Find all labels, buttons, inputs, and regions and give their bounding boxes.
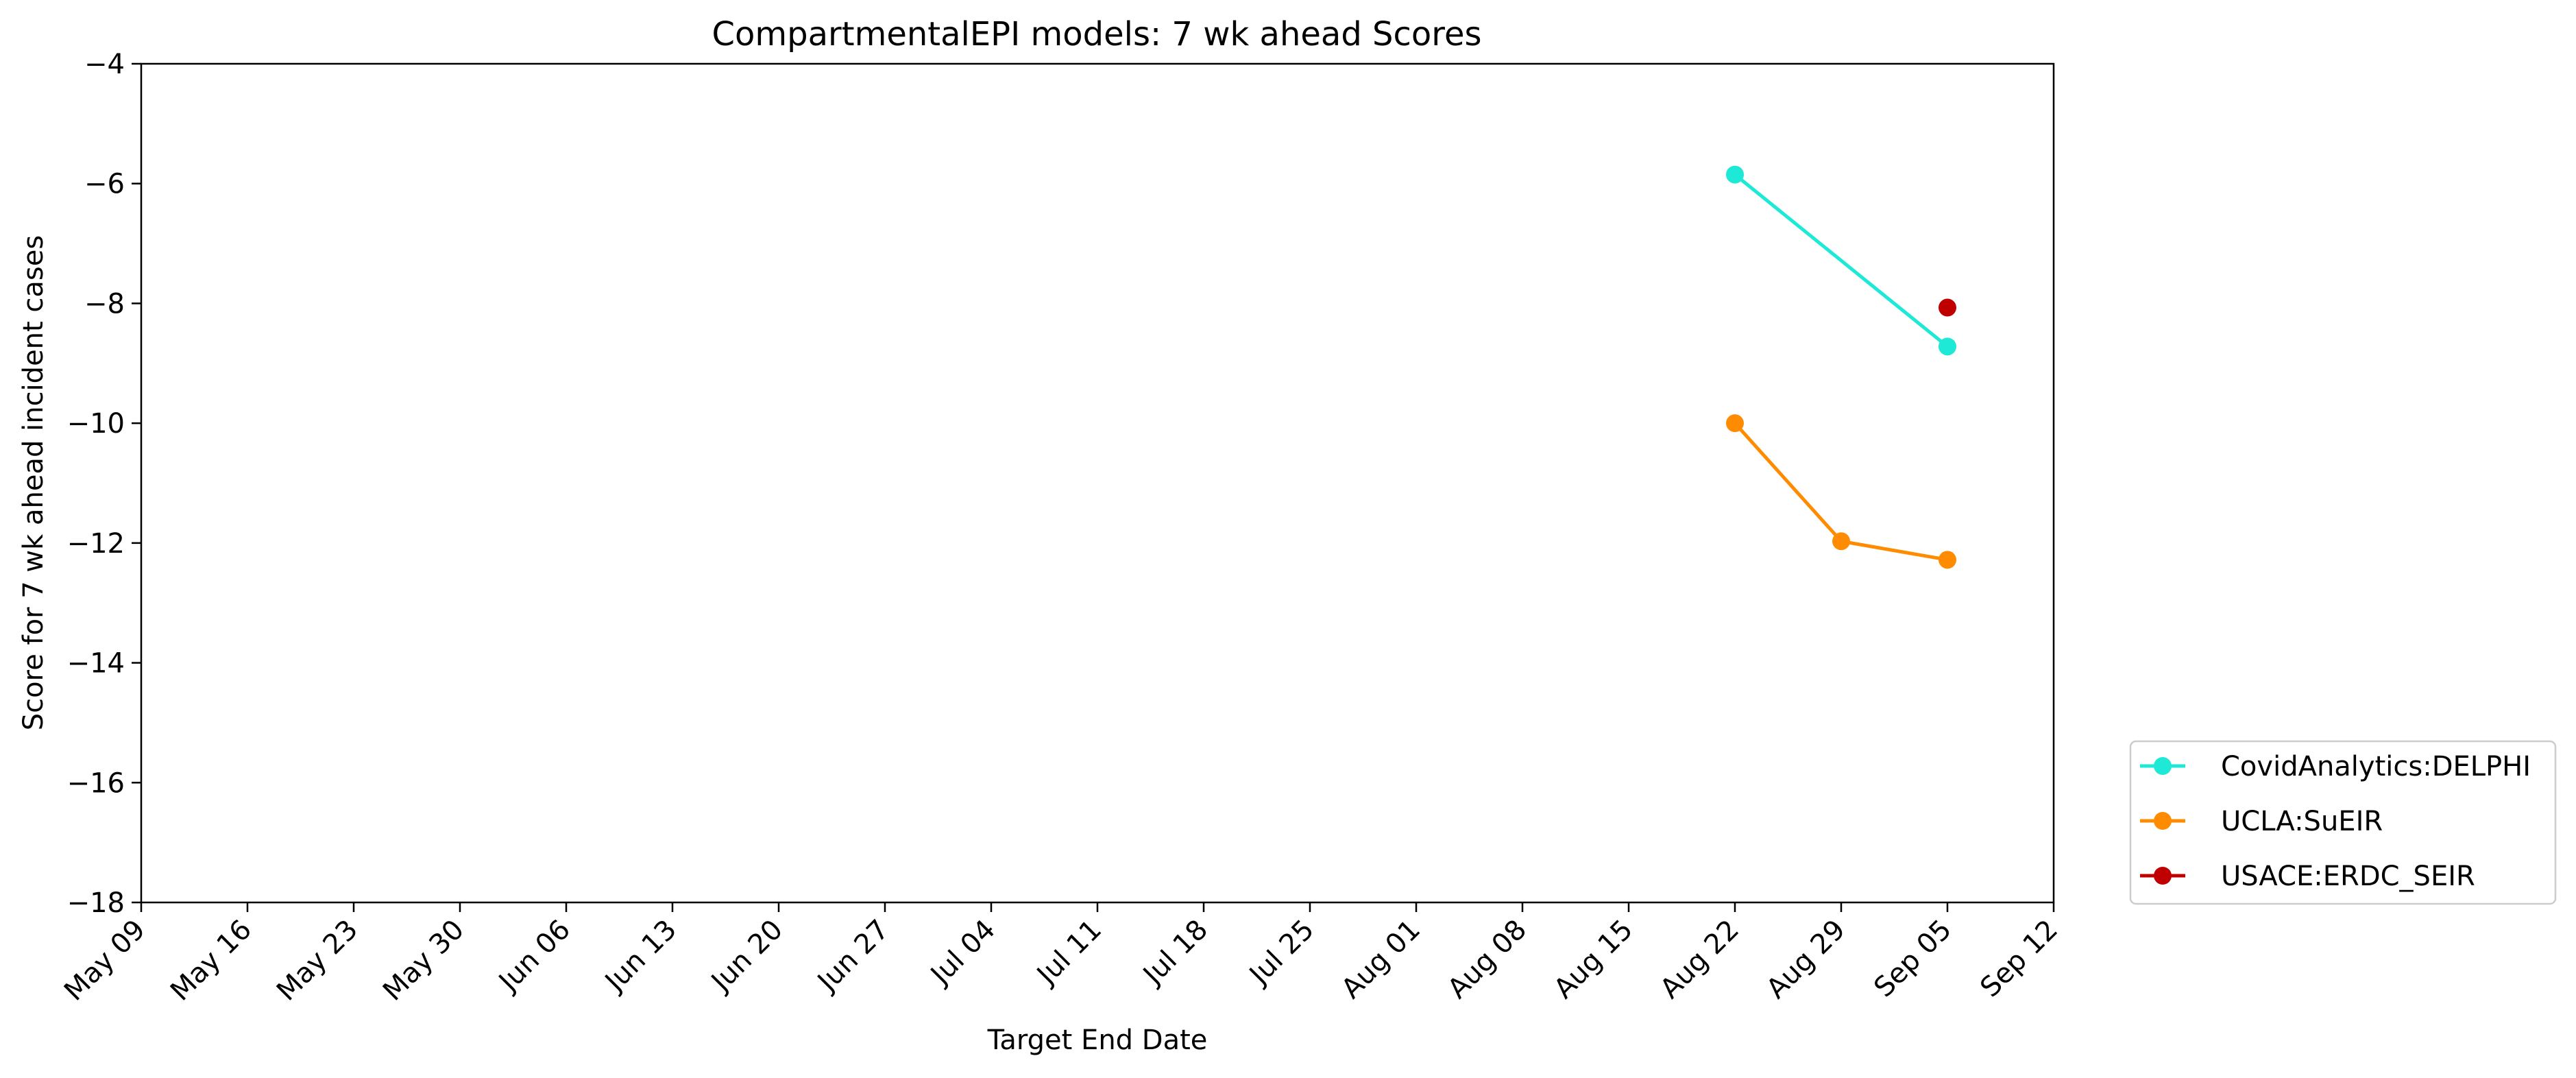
legend-marker [2154,867,2172,885]
data-point-usace-erdc-seir [1939,298,1956,317]
y-tick-label: −10 [67,408,125,440]
legend-marker [2154,757,2172,775]
data-point-ucla-sueir [1832,532,1850,551]
y-tick-label: −12 [67,528,125,560]
legend-box [2129,740,2557,905]
plot-area [1726,165,1956,569]
y-tick-label: −4 [84,49,125,80]
series-line-covidanalytics-delphi [1734,173,1949,348]
y-tick-label: −6 [84,169,125,200]
legend-marker [2154,812,2172,830]
data-point-ucla-sueir [1939,551,1956,569]
legend-label: USACE:ERDC_SEIR [2221,861,2475,892]
y-tick-label: −16 [67,767,125,799]
data-point-ucla-sueir [1726,414,1744,433]
y-axis-title: Score for 7 wk ahead incident cases [18,235,49,730]
chart-title: CompartmentalEPI models: 7 wk ahead Scor… [712,15,1481,53]
legend: CovidAnalytics:DELPHI UCLA:SuEIR USACE:ERD… [2129,740,2557,905]
y-tick-label: −14 [67,648,125,680]
legend-label: CovidAnalytics:DELPHI [2221,751,2531,782]
y-axis: −18 −16 −14 −12 −10 −8 −6 −4 [67,49,141,919]
data-point-covidanalytics-delphi [1726,165,1744,184]
data-point-covidanalytics-delphi [1939,337,1956,356]
legend-label: UCLA:SuEIR [2221,806,2383,837]
y-tick-label: −18 [67,887,125,919]
y-tick-label: −8 [84,288,125,320]
x-axis-title: Target End Date [987,1025,1208,1056]
